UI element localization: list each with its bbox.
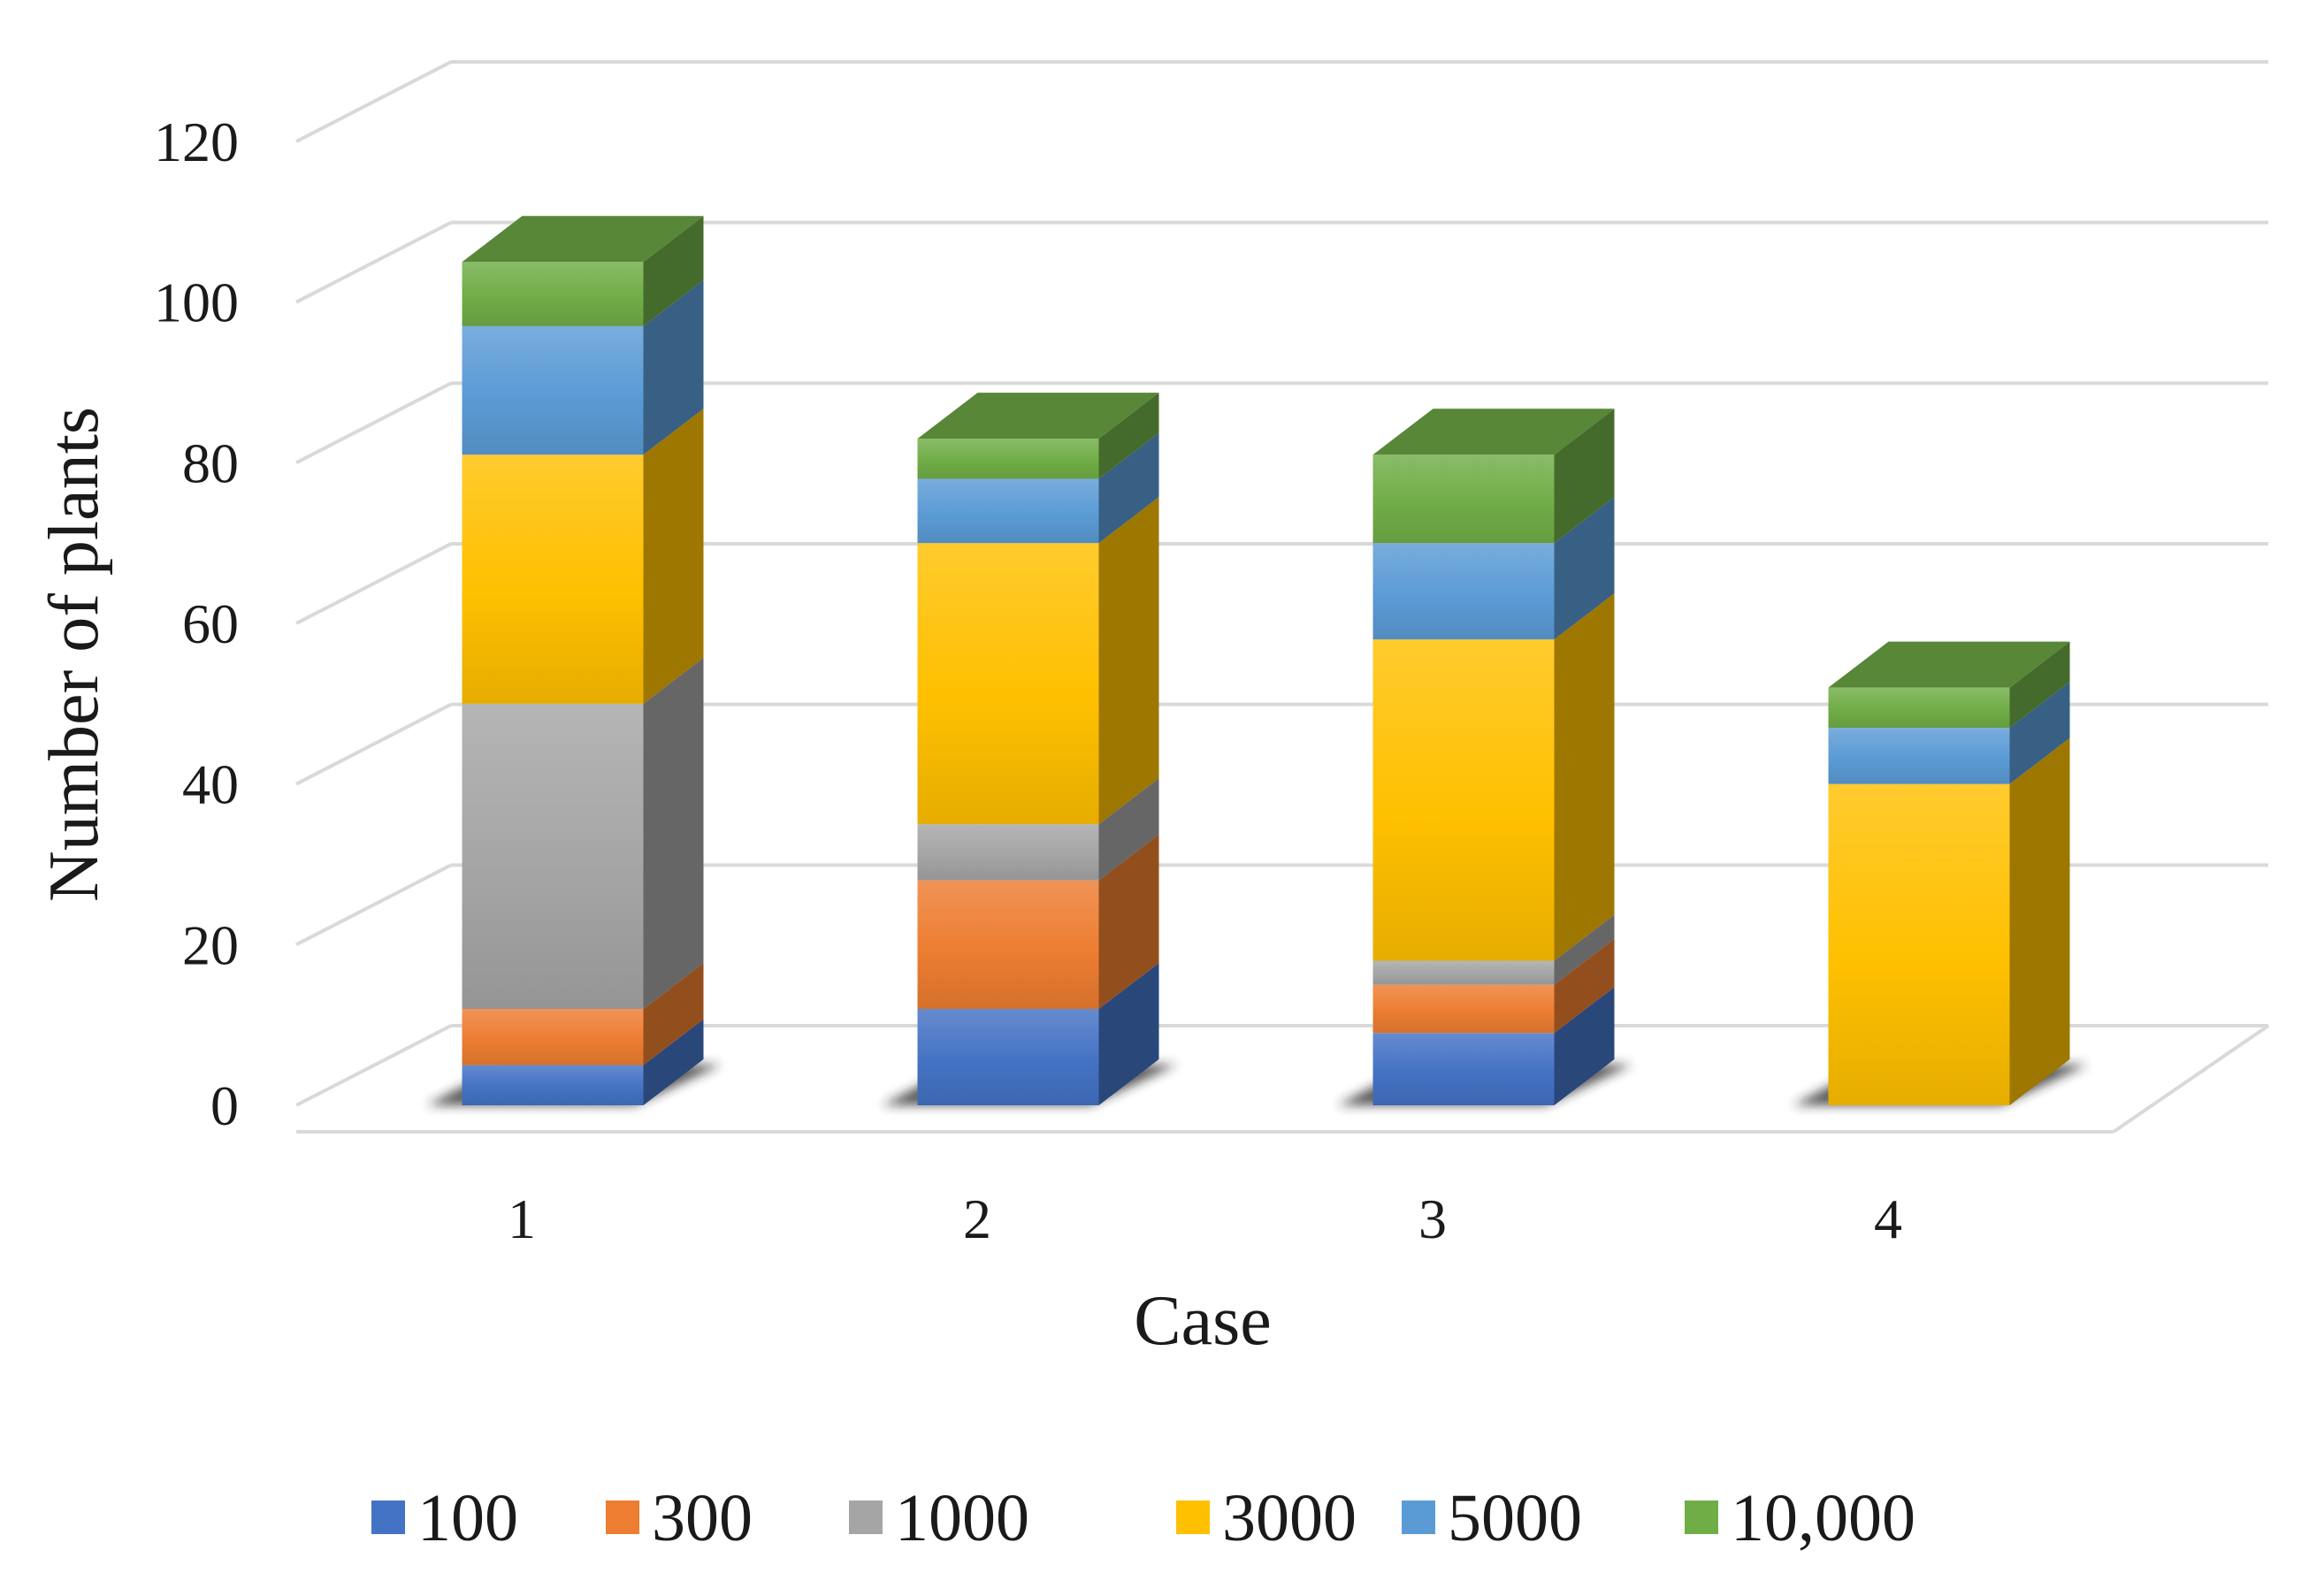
x-axis-title: Case (1134, 1282, 1272, 1360)
bar-side-case-1-series-1000 (643, 657, 704, 1009)
bar-side-case-2-series-300 (1098, 834, 1159, 1009)
gridline-diagonal-40 (295, 702, 452, 786)
legend-label: 10,000 (1731, 1481, 1915, 1555)
bar-case-3-series-5000 (1372, 543, 1555, 640)
bar-side-case-3-series-10000 (1554, 409, 1615, 544)
bar-case-3-series-3000 (1372, 639, 1555, 961)
legend-item-10000: 10,000 (1685, 1481, 1915, 1555)
bar-case-3-series-100 (1372, 1033, 1555, 1105)
floor-right-edge (2112, 1024, 2270, 1134)
chart-floor (296, 1024, 2270, 1134)
gridline-diagonal-120 (295, 60, 452, 143)
bar-side-case-4-series-3000 (2009, 737, 2070, 1105)
gridline-diagonal-60 (295, 542, 452, 625)
bar-case-4-series-10000 (1828, 687, 2010, 729)
bar-case-2-series-100 (917, 1009, 1099, 1105)
bar-case-1-series-300 (462, 1009, 644, 1065)
bar-case-2-series-5000 (917, 478, 1099, 544)
bar-case-1-series-1000 (462, 703, 644, 1009)
bars (426, 216, 2088, 1105)
bar-side-case-1-series-5000 (643, 279, 704, 455)
bar-side-case-1-series-300 (643, 963, 704, 1065)
bar-side-case-1-series-10000 (643, 216, 704, 326)
legend-item-5000: 5000 (1402, 1481, 1582, 1555)
bar-top-case-4 (1828, 641, 2070, 688)
legend-label: 5000 (1448, 1481, 1582, 1555)
legend-swatch (1402, 1501, 1435, 1534)
bar-case-2-series-3000 (917, 543, 1099, 825)
legend: 100 300 1000 3000 5000 10,000 (371, 1481, 1915, 1555)
y-tick-label: 120 (154, 111, 239, 173)
x-tick-label: 3 (1418, 1187, 1447, 1250)
y-tick-label: 0 (210, 1074, 239, 1137)
bar-top-case-3 (1372, 409, 1615, 455)
legend-label: 3000 (1222, 1481, 1357, 1555)
gridline-diagonal-0 (295, 1024, 452, 1107)
gridline-diagonal-20 (295, 863, 452, 947)
bar-side-case-2-series-10000 (1098, 393, 1159, 479)
y-tick-label: 20 (182, 913, 239, 976)
legend-swatch (849, 1501, 883, 1534)
bar-case-4-series-3000 (1828, 783, 2010, 1105)
bar-side-case-2-series-3000 (1098, 497, 1159, 825)
legend-item-3000: 3000 (1176, 1481, 1357, 1555)
legend-swatch (371, 1501, 405, 1534)
gridline-diagonal-100 (295, 220, 452, 304)
legend-swatch (1176, 1501, 1210, 1534)
bar-top-case-2 (917, 393, 1159, 439)
bar-case-1-series-3000 (462, 454, 644, 704)
bar-top-case-1 (462, 216, 704, 263)
legend-swatch (1685, 1501, 1718, 1534)
x-tick-label: 4 (1874, 1187, 1902, 1250)
bar-case-1-series-100 (462, 1065, 644, 1105)
bar-case-4-series-5000 (1828, 728, 2010, 784)
legend-swatch (606, 1501, 639, 1534)
legend-item-100: 100 (371, 1481, 518, 1555)
y-tick-label: 40 (182, 753, 239, 816)
bar-side-case-1-series-100 (643, 1019, 704, 1105)
bar-side-case-1-series-3000 (643, 409, 704, 704)
legend-label: 300 (652, 1481, 753, 1555)
y-tick-label: 80 (182, 431, 239, 494)
y-tick-label: 100 (154, 271, 239, 334)
bar-side-case-2-series-1000 (1098, 778, 1159, 881)
x-tick-label: 1 (508, 1187, 536, 1250)
x-tick-label: 2 (963, 1187, 991, 1250)
y-tick-label: 60 (182, 592, 239, 655)
y-axis-ticks: 0 20 40 60 80 100 120 (154, 111, 239, 1137)
bar-case-3-series-300 (1372, 984, 1555, 1034)
bar-case-2-series-1000 (917, 824, 1099, 881)
x-axis-ticks: 1 2 3 4 (508, 1187, 1902, 1250)
bar-side-case-3-series-300 (1554, 938, 1615, 1034)
bar-side-case-3-series-5000 (1554, 497, 1615, 640)
gridline-diagonal-80 (295, 381, 452, 465)
bar-case-1-series-5000 (462, 325, 644, 455)
bar-side-case-2-series-100 (1098, 963, 1159, 1105)
bar-case-1-series-10000 (462, 262, 644, 326)
legend-label: 100 (417, 1481, 518, 1555)
bar-side-case-3-series-3000 (1554, 593, 1615, 961)
legend-label: 1000 (895, 1481, 1029, 1555)
gridlines (295, 60, 2268, 1107)
bar-case-3-series-1000 (1372, 960, 1555, 985)
y-axis-title: Number of plants (35, 407, 113, 902)
legend-item-300: 300 (606, 1481, 753, 1555)
bar-side-case-4-series-5000 (2009, 682, 2070, 784)
legend-item-1000: 1000 (849, 1481, 1029, 1555)
bar-side-case-3-series-1000 (1554, 914, 1615, 985)
bar-case-2-series-300 (917, 880, 1099, 1009)
bar-case-2-series-10000 (917, 439, 1099, 479)
bar-case-3-series-10000 (1372, 454, 1555, 544)
bar-side-case-3-series-100 (1554, 987, 1615, 1105)
bar-side-case-2-series-5000 (1098, 432, 1159, 544)
bar-side-case-4-series-10000 (2009, 641, 2070, 729)
